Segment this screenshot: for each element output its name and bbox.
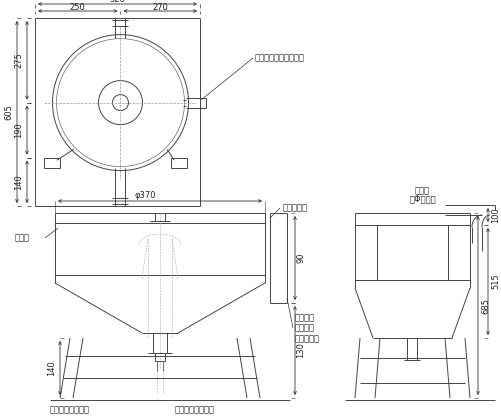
Text: 140: 140 <box>48 360 57 376</box>
Text: 190: 190 <box>15 122 24 138</box>
Text: 250: 250 <box>70 3 86 12</box>
Text: （Φ３８）: （Φ３８） <box>409 195 436 203</box>
Text: 130: 130 <box>297 342 306 359</box>
Text: （４０Ａ）: （４０Ａ） <box>295 334 320 344</box>
Text: フロー管: フロー管 <box>295 324 315 332</box>
Text: 270: 270 <box>152 3 168 12</box>
Text: オーバーフローカバー: オーバーフローカバー <box>255 54 305 62</box>
Text: 275: 275 <box>15 52 24 68</box>
Text: 給水口（２０Ａ）: 給水口（２０Ａ） <box>50 406 90 414</box>
Text: 切換バルブ: 切換バルブ <box>283 203 308 213</box>
Text: 排水口（２０Ａ）: 排水口（２０Ａ） <box>175 406 215 414</box>
Text: 605: 605 <box>5 104 14 120</box>
Text: 520: 520 <box>110 0 125 5</box>
Text: 90: 90 <box>297 253 306 263</box>
Text: φ370: φ370 <box>134 191 156 201</box>
Text: 洗米槽: 洗米槽 <box>15 233 30 243</box>
Text: 515: 515 <box>491 274 500 290</box>
Text: 685: 685 <box>481 297 490 314</box>
Text: 100: 100 <box>491 207 500 223</box>
Text: オーバー: オーバー <box>295 314 315 322</box>
Text: 140: 140 <box>15 174 24 190</box>
Text: 出米管: 出米管 <box>415 186 430 196</box>
